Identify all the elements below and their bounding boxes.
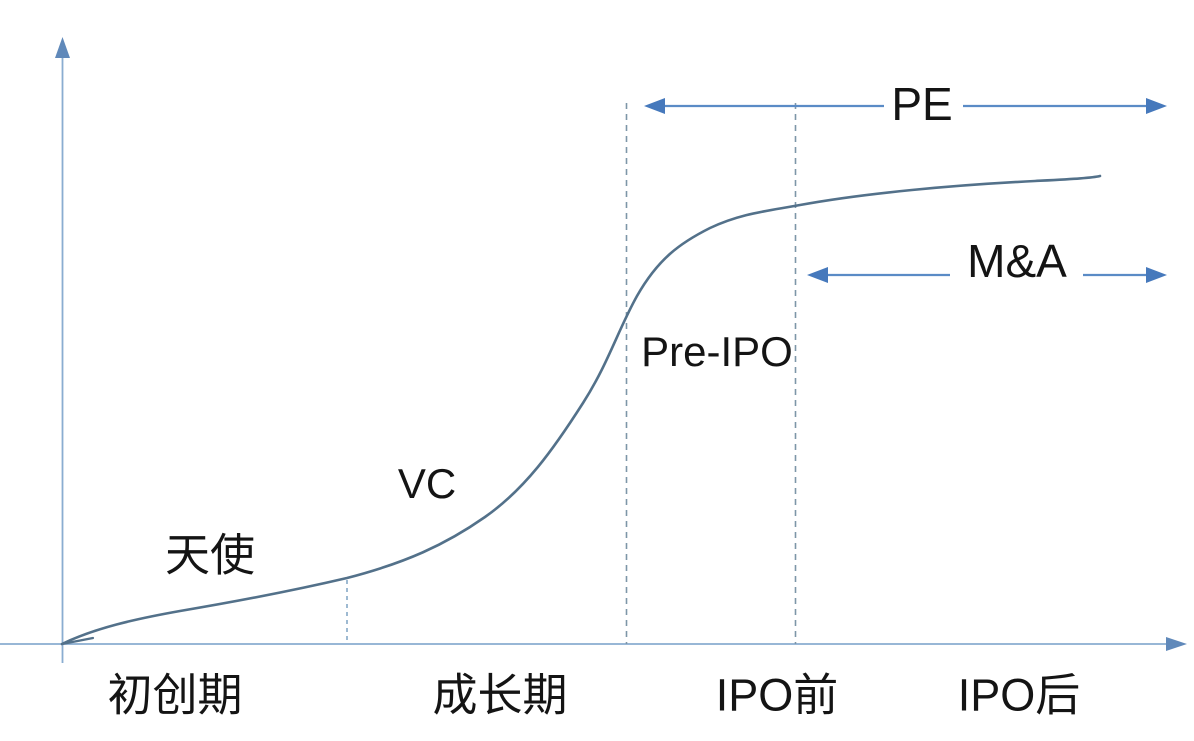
angel-stage-label: 天使: [164, 529, 256, 581]
curve-start-barb-icon: [60, 636, 95, 646]
growth-curve-path: [60, 174, 1102, 646]
pre-ipo-stage-label: Pre-IPO: [641, 328, 793, 375]
vc-stage-label: VC: [397, 460, 457, 507]
ma-right-arrowhead-icon: [1146, 267, 1167, 283]
pe-range-arrow: [644, 98, 1167, 114]
growth-curve: [60, 174, 1102, 646]
pe-left-arrowhead-icon: [644, 98, 665, 114]
ma-left-arrowhead-icon: [807, 267, 828, 283]
pe-range-label: PE: [891, 78, 953, 130]
x-axis: [0, 637, 1187, 651]
x-axis-label-growth: 成长期: [432, 669, 568, 721]
x-axis-label-post-ipo: IPO后: [957, 669, 1081, 721]
pe-right-arrowhead-icon: [1146, 98, 1167, 114]
y-axis-arrowhead-icon: [55, 37, 70, 58]
ma-range-label: M&A: [967, 235, 1067, 287]
ma-range-arrow: [807, 267, 1167, 283]
x-axis-label-pre-ipo: IPO前: [715, 669, 839, 721]
x-axis-label-startup: 初创期: [107, 669, 243, 721]
y-axis: [55, 37, 70, 663]
x-axis-arrowhead-icon: [1166, 637, 1187, 651]
